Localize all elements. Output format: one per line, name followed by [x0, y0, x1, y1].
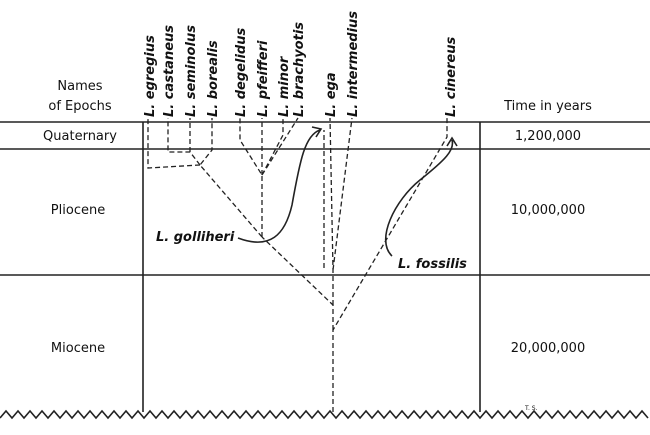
- species-label: L. degelidus: [234, 28, 249, 117]
- epoch-time: 20,000,000: [511, 341, 585, 356]
- species-label: L. castaneus: [162, 25, 177, 117]
- header-label: Time in years: [503, 99, 592, 114]
- species-labels: L. egregius L. castaneus L. seminolus L.…: [143, 11, 459, 117]
- epoch-name: Miocene: [51, 341, 105, 356]
- epoch-time: 10,000,000: [511, 203, 585, 218]
- epoch-name: Quaternary: [43, 129, 117, 144]
- species-label: L. intermedius: [346, 11, 361, 117]
- epoch-name: Pliocene: [51, 203, 105, 218]
- species-label: L. borealis: [206, 40, 221, 117]
- branch: [332, 118, 448, 412]
- header-label: Names: [57, 79, 102, 94]
- signature: T. S.: [524, 405, 538, 412]
- branch: [147, 118, 263, 238]
- arrow: [384, 136, 458, 257]
- branch: [239, 117, 299, 237]
- header-label: of Epochs: [48, 99, 111, 114]
- fossil-label: L. golliheri: [156, 230, 235, 245]
- branch: [261, 236, 334, 330]
- species-label: L. egregius: [143, 35, 158, 117]
- species-label: L. seminolus: [184, 25, 199, 117]
- species-label: L. minor: [277, 55, 292, 117]
- species-label: L. brachyotis: [292, 22, 307, 117]
- epoch-time: 1,200,000: [515, 129, 581, 144]
- zigzag-edge: [0, 409, 649, 420]
- branch: [329, 117, 353, 305]
- phylogeny: [147, 117, 448, 412]
- arrow: [237, 126, 323, 243]
- species-label: L. pfeifferi: [256, 40, 271, 117]
- fossil-label: L. fossilis: [398, 257, 467, 272]
- species-label: L. ega: [324, 72, 339, 117]
- species-label: L. cinereus: [444, 37, 459, 117]
